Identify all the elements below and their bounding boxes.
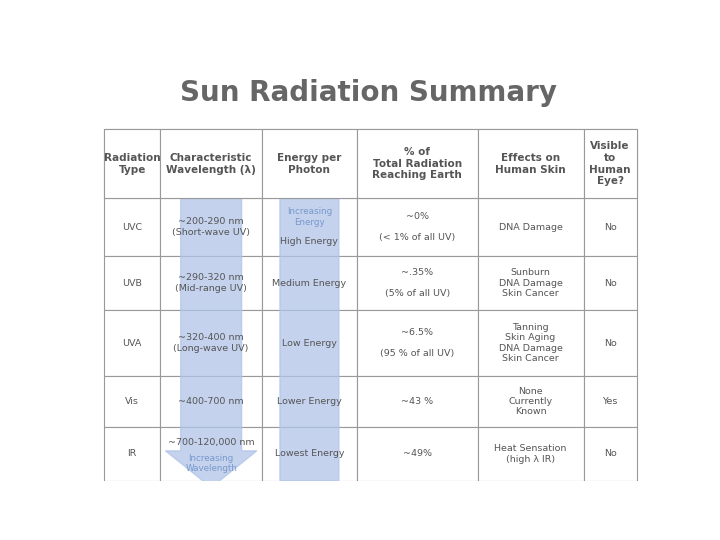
Bar bbox=[262, 199, 357, 256]
Text: Heat Sensation
(high λ IR): Heat Sensation (high λ IR) bbox=[495, 444, 567, 464]
Bar bbox=[583, 427, 636, 481]
Bar bbox=[104, 129, 161, 199]
Text: Yes: Yes bbox=[603, 397, 618, 406]
Bar bbox=[262, 427, 357, 481]
Bar bbox=[477, 256, 583, 310]
Text: ~6.5%

(95 % of all UV): ~6.5% (95 % of all UV) bbox=[380, 328, 454, 358]
Text: UVA: UVA bbox=[122, 339, 142, 348]
Bar bbox=[477, 129, 583, 199]
Bar bbox=[357, 427, 477, 481]
Text: Radiation
Type: Radiation Type bbox=[104, 153, 161, 174]
Text: No: No bbox=[604, 339, 616, 348]
Text: ~700-120,000 nm: ~700-120,000 nm bbox=[168, 437, 254, 447]
Text: Sun Radiation Summary: Sun Radiation Summary bbox=[181, 79, 557, 107]
Text: None
Currently
Known: None Currently Known bbox=[508, 387, 553, 416]
Text: Increasing
Wavelength: Increasing Wavelength bbox=[185, 454, 237, 473]
Text: IR: IR bbox=[127, 449, 137, 458]
Text: ~290-320 nm
(Mid-range UV): ~290-320 nm (Mid-range UV) bbox=[175, 273, 247, 293]
Bar bbox=[477, 199, 583, 256]
Bar bbox=[262, 256, 357, 310]
Text: ~49%: ~49% bbox=[402, 449, 432, 458]
Text: Tanning
Skin Aging
DNA Damage
Skin Cancer: Tanning Skin Aging DNA Damage Skin Cance… bbox=[499, 323, 562, 363]
Text: Medium Energy: Medium Energy bbox=[272, 279, 346, 288]
Bar bbox=[262, 129, 357, 199]
Bar bbox=[161, 310, 262, 376]
Bar bbox=[161, 199, 262, 256]
Bar bbox=[357, 129, 477, 199]
Bar bbox=[583, 376, 636, 427]
Text: % of
Total Radiation
Reaching Earth: % of Total Radiation Reaching Earth bbox=[372, 147, 462, 180]
Bar bbox=[104, 256, 161, 310]
Text: Vis: Vis bbox=[125, 397, 139, 406]
Bar bbox=[357, 199, 477, 256]
Bar bbox=[357, 129, 477, 199]
FancyArrow shape bbox=[166, 199, 257, 488]
Text: ~320-400 nm
(Long-wave UV): ~320-400 nm (Long-wave UV) bbox=[174, 333, 249, 353]
Text: UVC: UVC bbox=[122, 222, 143, 232]
Text: Energy per
Photon: Energy per Photon bbox=[277, 153, 341, 174]
Text: Lower Energy: Lower Energy bbox=[277, 397, 342, 406]
Text: Effects on
Human Skin: Effects on Human Skin bbox=[495, 153, 566, 174]
Bar bbox=[583, 199, 636, 256]
Bar bbox=[104, 427, 161, 481]
Bar bbox=[583, 256, 636, 310]
Bar bbox=[477, 310, 583, 376]
Text: Low Energy: Low Energy bbox=[282, 339, 337, 348]
Text: Characteristic
Wavelength (λ): Characteristic Wavelength (λ) bbox=[166, 153, 256, 174]
Bar bbox=[583, 129, 636, 199]
Text: Increasing
Energy: Increasing Energy bbox=[287, 207, 332, 227]
Bar bbox=[583, 129, 636, 199]
Text: No: No bbox=[604, 222, 616, 232]
Bar bbox=[357, 310, 477, 376]
Bar bbox=[161, 129, 262, 199]
Bar bbox=[161, 256, 262, 310]
Text: Lowest Energy: Lowest Energy bbox=[274, 449, 344, 458]
Text: ~.35%

(5% of all UV): ~.35% (5% of all UV) bbox=[384, 268, 450, 298]
Text: ~43 %: ~43 % bbox=[401, 397, 433, 406]
Bar bbox=[104, 376, 161, 427]
Text: DNA Damage: DNA Damage bbox=[499, 222, 562, 232]
Text: Visible
to
Human
Eye?: Visible to Human Eye? bbox=[590, 141, 631, 186]
Bar bbox=[477, 129, 583, 199]
Bar bbox=[262, 376, 357, 427]
Text: High Energy: High Energy bbox=[281, 237, 338, 246]
Bar bbox=[262, 310, 357, 376]
Bar bbox=[161, 376, 262, 427]
FancyArrow shape bbox=[266, 160, 352, 481]
Bar bbox=[104, 129, 161, 199]
Bar bbox=[104, 199, 161, 256]
Bar bbox=[262, 129, 357, 199]
Bar bbox=[477, 376, 583, 427]
Bar bbox=[104, 310, 161, 376]
Bar bbox=[161, 129, 262, 199]
Text: UVB: UVB bbox=[122, 279, 142, 288]
Text: ~400-700 nm: ~400-700 nm bbox=[179, 397, 244, 406]
Text: ~200-290 nm
(Short-wave UV): ~200-290 nm (Short-wave UV) bbox=[172, 218, 250, 237]
Text: ~0%

(< 1% of all UV): ~0% (< 1% of all UV) bbox=[379, 212, 455, 242]
Bar bbox=[583, 310, 636, 376]
Bar bbox=[477, 427, 583, 481]
Text: No: No bbox=[604, 279, 616, 288]
Text: No: No bbox=[604, 449, 616, 458]
Bar bbox=[357, 256, 477, 310]
Bar bbox=[161, 427, 262, 481]
Bar bbox=[357, 376, 477, 427]
Text: Sunburn
DNA Damage
Skin Cancer: Sunburn DNA Damage Skin Cancer bbox=[499, 268, 562, 298]
